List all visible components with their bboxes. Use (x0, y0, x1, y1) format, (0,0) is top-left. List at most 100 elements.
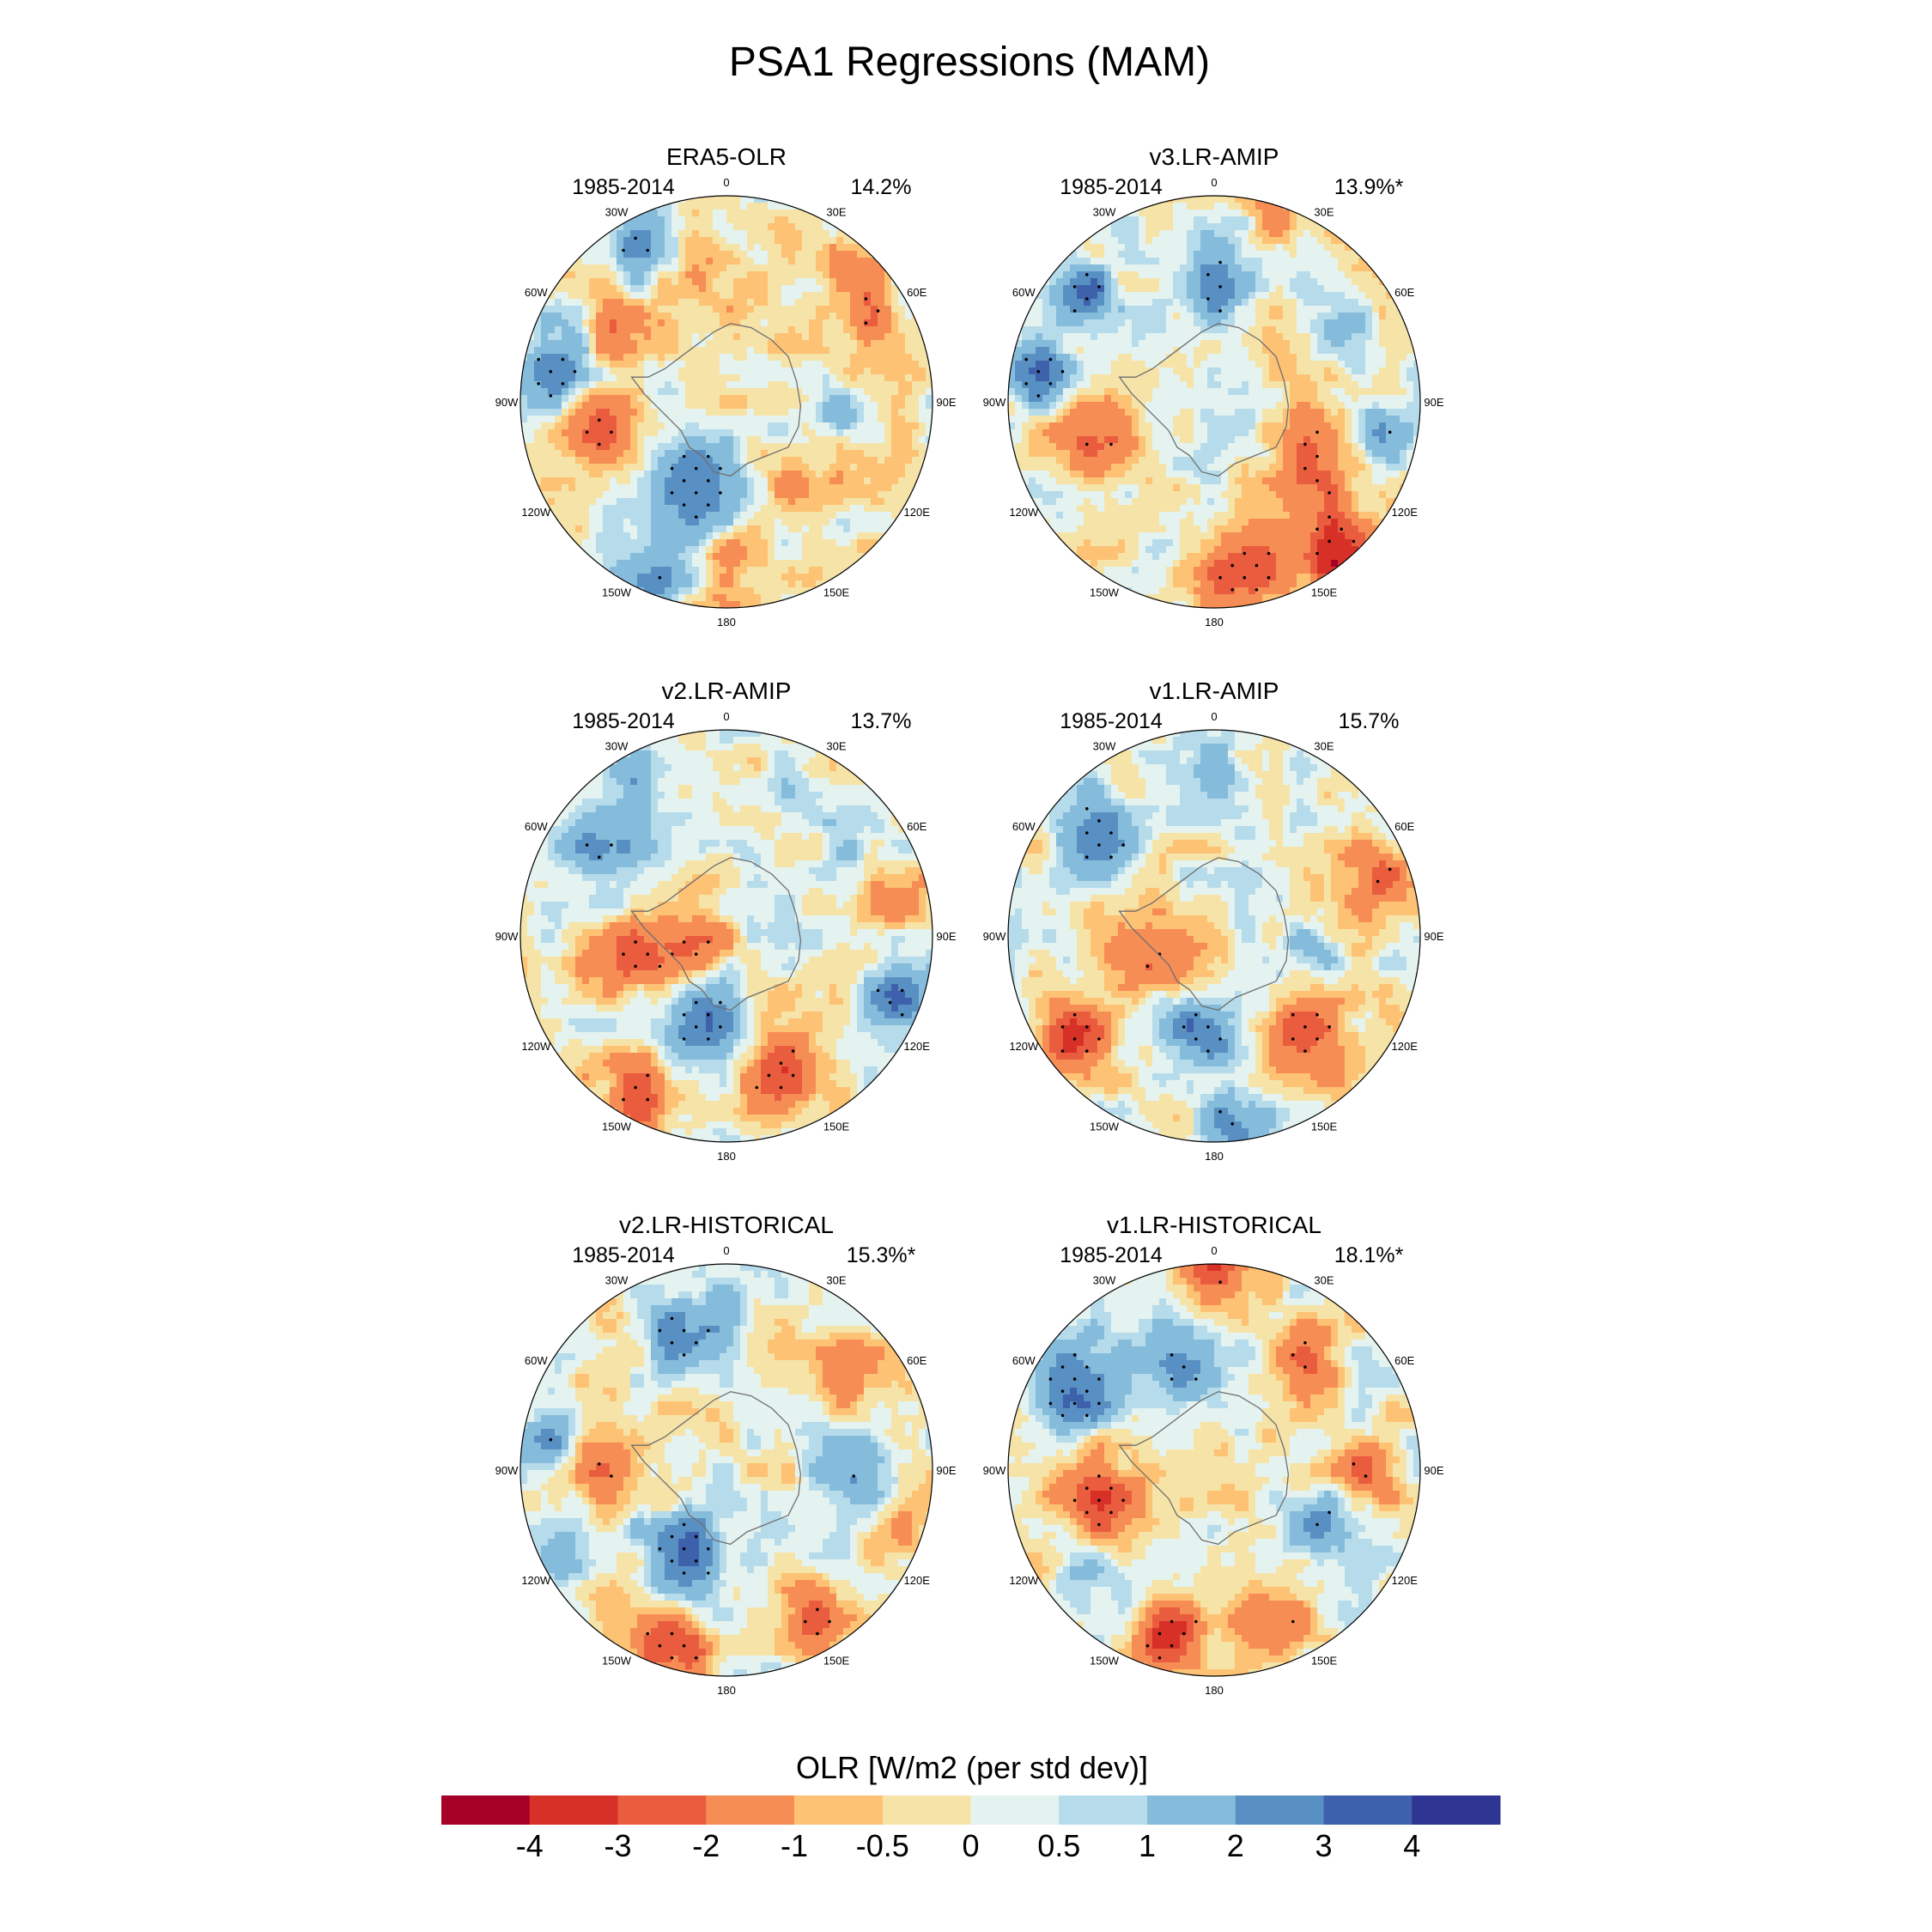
panel-variance: 18.1%* (1334, 1243, 1404, 1267)
antarctica-coastline (630, 857, 802, 1012)
lon-label: 0 (723, 176, 729, 189)
panel-title: v2.LR-HISTORICAL (619, 1212, 834, 1238)
stippling (549, 1316, 855, 1660)
colorbar-ticks: -4 -3 -2 -1 -0.5 0 0.5 1 2 3 4 (516, 1828, 1421, 1863)
panel-v1-lr-amip: v1.LR-AMIP 1985-2014 15.7% 0 30E 60E 90E 120E 15… (983, 677, 1444, 1163)
lon-label: 60E (1394, 820, 1414, 833)
map-field (520, 196, 933, 608)
lon-label: 150W (1090, 586, 1120, 599)
colorbar-boxes (441, 1795, 1501, 1825)
lon-label: 150E (1311, 1121, 1338, 1133)
colorbar: OLR [W/m2 (per std dev)] -4 -3 -2 -1 -0.5 0 0.… (441, 1750, 1501, 1863)
colorbar-box (794, 1795, 884, 1825)
lon-label: 0 (723, 1244, 729, 1257)
colorbar-box (706, 1795, 795, 1825)
lon-label: 60E (1394, 286, 1414, 299)
panel-v2-lr-amip: v2.LR-AMIP 1985-2014 13.7% 0 30E 60E 90E 120E 15… (495, 677, 957, 1163)
panel-variance: 13.9%* (1334, 175, 1404, 199)
lon-label: 30E (1314, 1273, 1334, 1286)
map-field (1008, 1264, 1420, 1676)
lon-label: 120E (904, 1574, 931, 1587)
panel-variance: 15.3%* (847, 1243, 916, 1267)
panel-v2-lr-historical: v2.LR-HISTORICAL 1985-2014 15.3%* 0 30E 60E 90… (495, 1212, 957, 1697)
colorbar-box (617, 1795, 707, 1825)
colorbar-tick-label: -2 (692, 1828, 720, 1863)
stippling (1048, 1280, 1368, 1660)
colorbar-box (970, 1795, 1060, 1825)
lon-label: 120E (1392, 1574, 1419, 1587)
panel-title: v3.LR-AMIP (1150, 143, 1279, 170)
lon-label: 120W (521, 1574, 551, 1587)
stippling (1060, 807, 1392, 1126)
lon-label: 150E (823, 1121, 850, 1133)
lon-label: 150W (602, 1655, 632, 1668)
map-border (519, 195, 933, 609)
colorbar-box (441, 1795, 531, 1825)
lon-label: 90W (983, 930, 1006, 943)
map-field (1008, 730, 1420, 1142)
lon-label: 150E (823, 1655, 850, 1668)
lon-label: 30W (605, 1273, 629, 1286)
map-border (1007, 729, 1421, 1143)
lon-label: 60W (1012, 820, 1036, 833)
lon-label: 120W (521, 506, 551, 519)
panel-title: v1.LR-HISTORICAL (1107, 1212, 1321, 1238)
panel-period: 1985-2014 (572, 1243, 675, 1267)
panel-period: 1985-2014 (572, 709, 675, 733)
lon-label: 120E (1392, 506, 1419, 519)
lon-label: 150E (1311, 586, 1338, 599)
lon-label: 60E (907, 820, 927, 833)
stippling (585, 843, 904, 1102)
lon-label: 150W (1090, 1121, 1120, 1133)
panel-variance: 14.2% (851, 175, 912, 199)
panel-period: 1985-2014 (572, 175, 675, 199)
lon-label: 30E (826, 739, 846, 752)
colorbar-tick-label: 0.5 (1037, 1828, 1080, 1863)
lon-label: 90W (495, 1464, 519, 1477)
lon-label: 120W (1009, 506, 1039, 519)
map-field (1008, 196, 1420, 608)
lon-label: 90E (1424, 930, 1443, 943)
lon-label: 90W (983, 396, 1006, 409)
lon-label: 90E (1424, 1464, 1443, 1477)
map-border (519, 1263, 933, 1677)
lon-label: 120E (904, 506, 931, 519)
colorbar-tick-label: 2 (1227, 1828, 1244, 1863)
panel-v3-lr-amip: v3.LR-AMIP 1985-2014 13.9%* 0 30E 60E 90E 120E 1… (983, 143, 1444, 629)
lon-label: 30W (1093, 739, 1116, 752)
colorbar-tick-label: 0 (962, 1828, 979, 1863)
lon-label: 180 (717, 1684, 736, 1697)
lon-label: 60W (525, 1354, 548, 1367)
panel-period: 1985-2014 (1060, 709, 1163, 733)
map-field (520, 730, 933, 1142)
colorbar-tick-label: 3 (1315, 1828, 1332, 1863)
lon-label: 120E (1392, 1040, 1419, 1053)
panel-title: ERA5-OLR (666, 143, 787, 170)
panel-period: 1985-2014 (1060, 1243, 1163, 1267)
antarctica-coastline (1118, 857, 1290, 1012)
lon-label: 30E (1314, 205, 1334, 218)
panel-period: 1985-2014 (1060, 175, 1163, 199)
panels-group: ERA5-OLR 1985-2014 14.2% 0 30E 60E 90E 120E 150E… (495, 143, 1444, 1697)
colorbar-box (529, 1795, 618, 1825)
lon-label: 180 (1205, 616, 1224, 629)
lon-label: 90E (936, 1464, 956, 1477)
map-field (520, 1264, 933, 1676)
colorbar-tick-label: 4 (1403, 1828, 1420, 1863)
colorbar-tick-label: 1 (1139, 1828, 1156, 1863)
figure-title: PSA1 Regressions (MAM) (729, 39, 1210, 85)
lon-label: 30W (605, 739, 629, 752)
lon-label: 180 (1205, 1684, 1224, 1697)
lon-label: 30E (826, 1273, 846, 1286)
colorbar-box (1059, 1795, 1148, 1825)
colorbar-box (1323, 1795, 1413, 1825)
lon-label: 150E (1311, 1655, 1338, 1668)
lon-label: 150W (602, 586, 632, 599)
panel-era5-olr: ERA5-OLR 1985-2014 14.2% 0 30E 60E 90E 120E 150E… (495, 143, 957, 629)
lon-label: 30W (1093, 205, 1116, 218)
colorbar-box (1235, 1795, 1324, 1825)
lon-label: 0 (1211, 176, 1217, 189)
lon-label: 30E (1314, 739, 1334, 752)
lon-label: 60W (1012, 1354, 1036, 1367)
lon-label: 120E (904, 1040, 931, 1053)
